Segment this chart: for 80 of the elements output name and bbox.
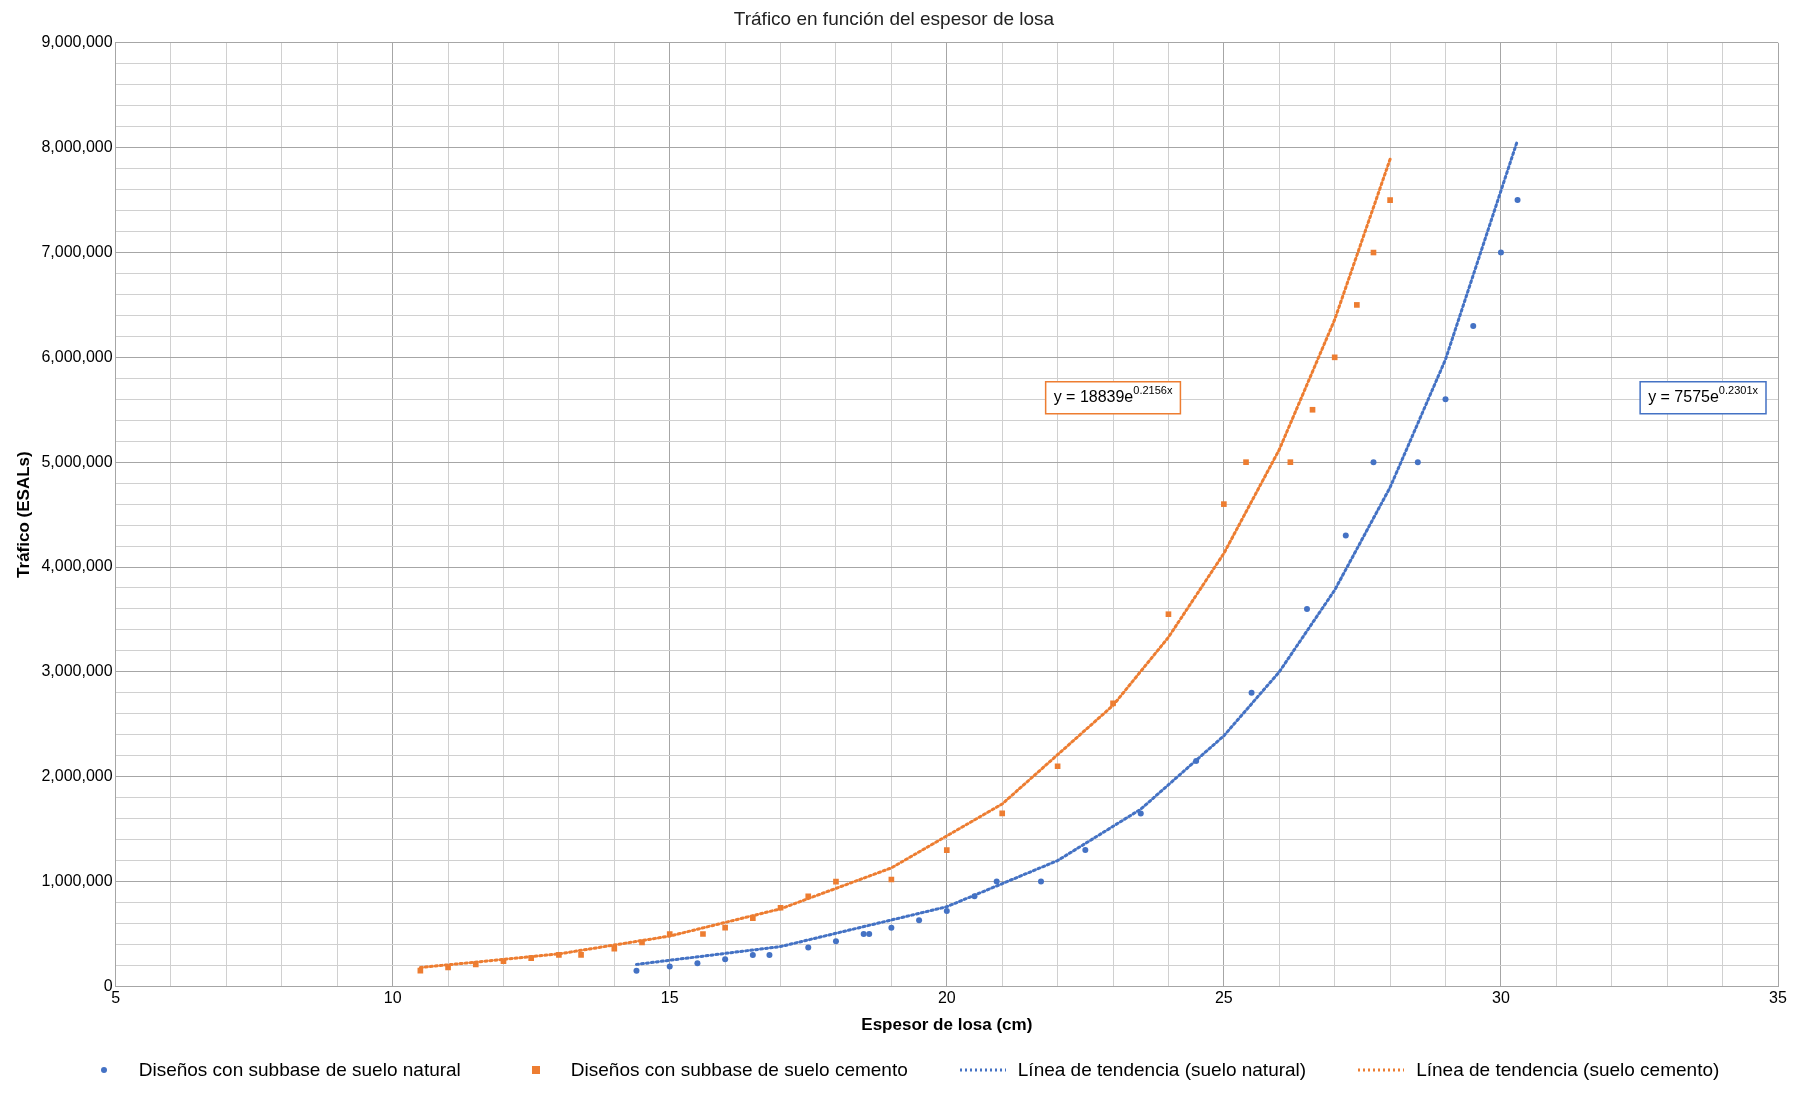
point	[1331, 354, 1338, 361]
x-tick-label: 10	[383, 989, 402, 1007]
point	[1110, 700, 1116, 707]
y-tick-label: 0	[103, 976, 113, 994]
point	[1221, 501, 1227, 507]
point	[832, 938, 839, 945]
point	[866, 930, 873, 937]
point	[1442, 396, 1449, 403]
y-axis-title: Tráfico (ESALs)	[13, 451, 33, 578]
point	[766, 951, 773, 958]
point	[1193, 757, 1200, 764]
y-tick-label: 7,000,000	[41, 242, 113, 260]
point	[417, 967, 424, 974]
point	[1054, 763, 1061, 770]
point	[916, 917, 923, 924]
point	[1165, 611, 1172, 618]
point	[1243, 459, 1249, 466]
point	[805, 893, 812, 900]
x-tick-label: 15	[660, 989, 679, 1007]
legend-label: Diseños con subbase de suelo natural	[138, 1059, 461, 1081]
point	[1309, 406, 1316, 413]
legend-label: Línea de tendencia (suelo cemento)	[1416, 1059, 1720, 1081]
point	[639, 939, 645, 946]
point	[556, 952, 562, 958]
point	[993, 878, 1000, 885]
point	[666, 963, 673, 970]
x-tick-label: 30	[1492, 989, 1510, 1007]
point	[943, 847, 950, 853]
point	[528, 955, 535, 961]
x-tick-label: 5	[111, 989, 121, 1007]
point	[633, 967, 640, 974]
point	[611, 945, 618, 952]
point	[722, 956, 729, 963]
point	[860, 930, 867, 937]
y-tick-label: 8,000,000	[41, 138, 113, 156]
point	[1354, 302, 1360, 308]
y-tick-label: 1,000,000	[41, 871, 113, 889]
point	[1303, 605, 1310, 612]
point	[666, 931, 673, 937]
y-tick-label: 9,000,000	[41, 33, 113, 51]
point	[971, 893, 978, 900]
legend-label: Línea de tendencia (suelo natural)	[1017, 1059, 1307, 1081]
point	[1497, 249, 1504, 256]
point	[445, 964, 451, 971]
y-tick-label: 2,000,000	[41, 767, 113, 785]
point	[1414, 459, 1421, 466]
y-tick-label: 6,000,000	[41, 347, 113, 365]
chart-title: Tráfico en función del espesor de losa	[733, 7, 1055, 29]
point	[943, 907, 950, 914]
point	[1137, 810, 1144, 817]
point	[1248, 689, 1255, 696]
point	[999, 810, 1006, 817]
point	[777, 904, 784, 911]
point	[694, 960, 701, 967]
x-axis-title: Espesor de losa (cm)	[861, 1015, 1033, 1035]
point	[888, 924, 895, 931]
y-tick-label: 4,000,000	[41, 557, 113, 575]
point	[833, 878, 839, 885]
x-tick-label: 20	[937, 989, 956, 1007]
y-tick-label: 5,000,000	[41, 452, 113, 470]
legend-label: Diseños con subbase de suelo cemento	[570, 1059, 908, 1081]
point	[1037, 878, 1044, 885]
point	[700, 931, 706, 937]
point	[472, 961, 479, 968]
point	[1370, 459, 1377, 466]
point	[578, 952, 584, 958]
point	[1514, 197, 1521, 204]
point	[805, 944, 812, 951]
point	[1342, 532, 1349, 539]
x-tick-label: 25	[1214, 989, 1233, 1007]
point	[1287, 459, 1294, 466]
point	[1470, 322, 1477, 329]
point	[1082, 847, 1089, 854]
y-tick-label: 3,000,000	[41, 662, 113, 680]
point	[500, 958, 507, 965]
x-tick-label: 35	[1769, 989, 1787, 1007]
point	[722, 924, 728, 931]
point	[1387, 197, 1393, 203]
point	[750, 915, 756, 922]
point	[749, 951, 756, 958]
